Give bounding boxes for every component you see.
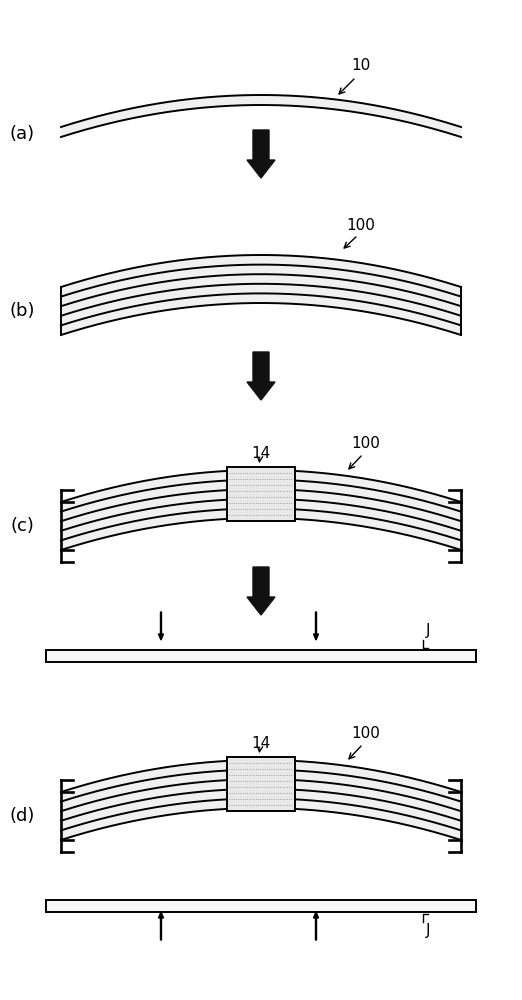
- Text: 14: 14: [252, 446, 270, 460]
- FancyArrow shape: [159, 612, 163, 640]
- Text: (a): (a): [9, 125, 34, 143]
- Polygon shape: [61, 255, 461, 335]
- FancyArrow shape: [314, 612, 318, 640]
- FancyArrow shape: [247, 567, 275, 615]
- Bar: [227, 467, 295, 521]
- Text: J: J: [426, 922, 430, 938]
- Polygon shape: [61, 470, 461, 550]
- Bar: [227, 757, 295, 811]
- FancyArrow shape: [159, 912, 163, 940]
- Text: (d): (d): [9, 807, 34, 825]
- Text: 14: 14: [252, 736, 270, 750]
- Text: 10: 10: [351, 57, 371, 73]
- Text: (c): (c): [10, 517, 34, 535]
- Polygon shape: [61, 95, 461, 137]
- Bar: [46, 650, 476, 662]
- Text: 100: 100: [351, 726, 381, 742]
- Text: (b): (b): [9, 302, 35, 320]
- FancyArrow shape: [247, 130, 275, 178]
- Bar: [46, 900, 476, 912]
- FancyArrow shape: [314, 912, 318, 940]
- Text: J: J: [426, 622, 430, 638]
- Text: 100: 100: [347, 218, 375, 232]
- Text: 100: 100: [351, 436, 381, 452]
- Polygon shape: [61, 760, 461, 840]
- FancyArrow shape: [247, 352, 275, 400]
